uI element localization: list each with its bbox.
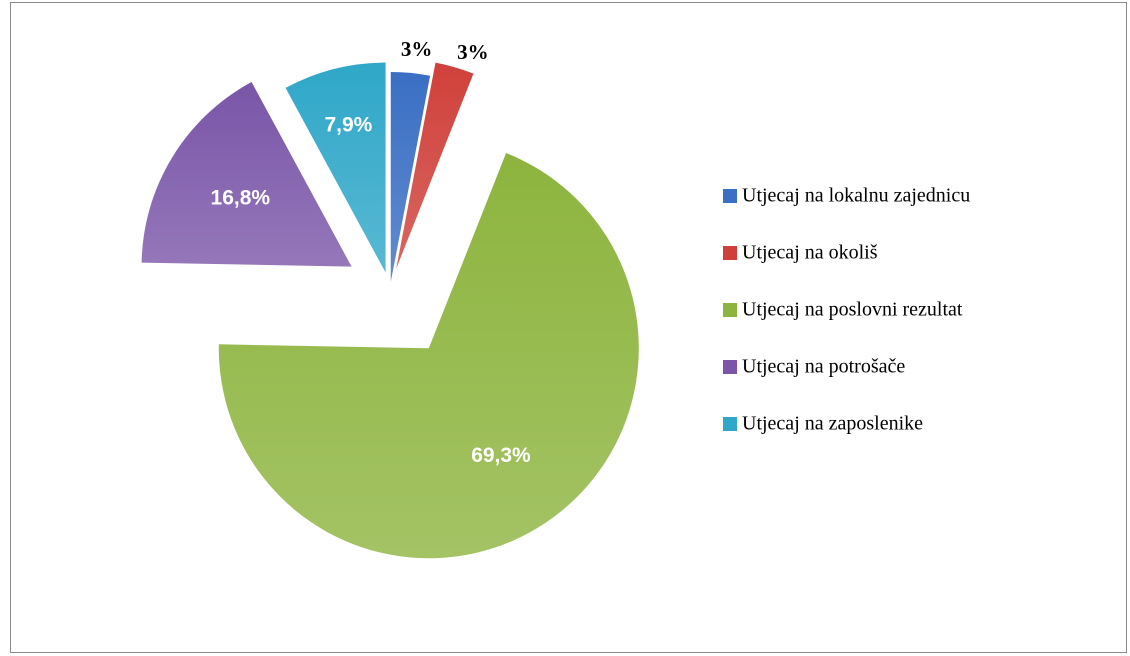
legend-swatch — [723, 360, 737, 374]
pie-slice — [285, 62, 386, 273]
legend-label: Utjecaj na potrošače — [742, 356, 905, 378]
pie-slice — [390, 72, 431, 283]
legend-swatch — [723, 246, 737, 260]
legend-swatch — [723, 417, 737, 431]
data-label: 16,8% — [211, 186, 271, 209]
data-label: 7,9% — [324, 114, 372, 137]
legend-swatch — [723, 189, 737, 203]
legend-label: Utjecaj na zaposlenike — [742, 413, 923, 435]
legend-swatch — [723, 303, 737, 317]
data-label: 69,3% — [471, 444, 531, 467]
data-label: 3% — [457, 40, 489, 64]
legend-label: Utjecaj na lokalnu zajednicu — [742, 185, 970, 207]
data-label: 3% — [401, 37, 433, 61]
legend-label: Utjecaj na okoliš — [742, 242, 878, 264]
legend-label: Utjecaj na poslovni rezultat — [742, 299, 963, 321]
pie-slice — [396, 62, 474, 269]
pie-slice — [218, 153, 639, 559]
pie-slice — [141, 81, 352, 267]
